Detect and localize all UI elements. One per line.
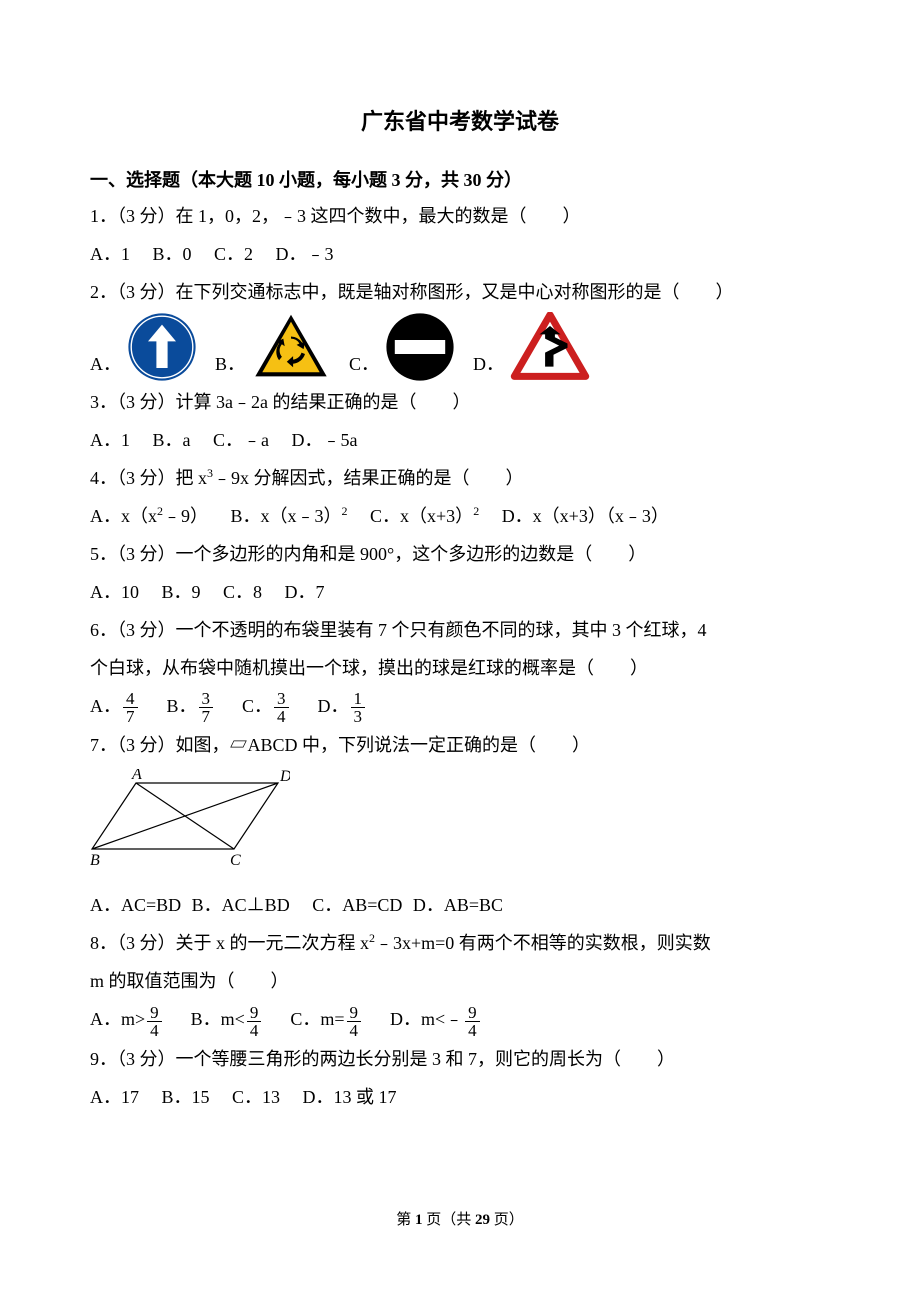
svg-text:C: C	[230, 852, 241, 869]
traffic-sign-arrow-icon	[127, 312, 197, 382]
question-3-options: A．1 B．a C．﹣a D．﹣5a	[90, 422, 830, 458]
traffic-sign-bar-icon	[385, 312, 455, 382]
question-4-options: A．x（x2﹣9） B．x（x﹣3）2 C．x（x+3）2 D．x（x+3）（x…	[90, 498, 830, 534]
question-9-options: A．17 B．15 C．13 D．13 或 17	[90, 1079, 830, 1115]
q3-opt-d: D．﹣5a	[292, 430, 358, 450]
q2-opt-a-label: A．	[90, 346, 121, 382]
q6-opt-b: B．37	[167, 696, 220, 716]
q3-opt-c: C．﹣a	[213, 430, 269, 450]
question-5-options: A．10 B．9 C．8 D．7	[90, 574, 830, 610]
traffic-sign-zigzag-icon	[510, 312, 590, 382]
q9-opt-c: C．13	[232, 1087, 280, 1107]
page-title: 广东省中考数学试卷	[90, 100, 830, 144]
question-8-line1: 8．（3 分）关于 x 的一元二次方程 x2﹣3x+m=0 有两个不相等的实数根…	[90, 925, 830, 961]
svg-text:A: A	[131, 769, 142, 783]
svg-text:D: D	[279, 769, 290, 785]
question-3: 3．（3 分）计算 3a﹣2a 的结果正确的是（ ）	[90, 384, 830, 420]
q8-opt-c: C．m=94	[290, 1009, 367, 1029]
svg-text:B: B	[90, 852, 100, 869]
q1-opt-c: C．2	[214, 244, 253, 264]
q3-opt-a: A．1	[90, 430, 130, 450]
q2-opt-b-label: B．	[215, 346, 245, 382]
q1-opt-b: B．0	[153, 244, 192, 264]
q4-opt-a: A．x（x2﹣9）	[90, 506, 208, 526]
q4-opt-c: C．x（x+3）2	[370, 506, 479, 526]
question-2-options: A． B． C． D．	[90, 312, 830, 382]
q4-opt-b: B．x（x﹣3）2	[231, 506, 348, 526]
parallelogram-figure: A B C D	[90, 769, 830, 881]
q9-opt-d: D．13 或 17	[303, 1087, 397, 1107]
q7-opt-b: B．AC⊥BD	[192, 895, 290, 915]
question-1-options: A．1 B．0 C．2 D．﹣3	[90, 236, 830, 272]
q3-opt-b: B．a	[153, 430, 191, 450]
q4-opt-d: D．x（x+3）（x﹣3）	[502, 506, 669, 526]
q1-opt-d: D．﹣3	[276, 244, 334, 264]
question-6-options: A．47 B．37 C．34 D．13	[90, 688, 830, 725]
traffic-sign-recycle-icon	[251, 312, 331, 382]
q8-opt-a: A．m>94	[90, 1009, 168, 1029]
q5-opt-b: B．9	[162, 582, 201, 602]
q5-opt-d: D．7	[285, 582, 325, 602]
page-footer: 第 1 页（共 29 页）	[90, 1205, 830, 1235]
q6-opt-c: C．34	[242, 696, 295, 716]
question-7: 7．（3 分）如图，▱ABCD 中，下列说法一定正确的是（ ）	[90, 727, 830, 763]
q8-opt-d: D．m<﹣94	[390, 1009, 482, 1029]
question-2: 2．（3 分）在下列交通标志中，既是轴对称图形，又是中心对称图形的是（ ）	[90, 274, 830, 310]
question-8-line2: m 的取值范围为（ ）	[90, 963, 830, 999]
q5-opt-a: A．10	[90, 582, 139, 602]
q8-opt-b: B．m<94	[191, 1009, 268, 1029]
question-4: 4．（3 分）把 x3﹣9x 分解因式，结果正确的是（ ）	[90, 460, 830, 496]
question-7-options: A．AC=BD B．AC⊥BD C．AB=CD D．AB=BC	[90, 887, 830, 923]
q6-opt-d: D．13	[318, 696, 368, 716]
q9-opt-b: B．15	[162, 1087, 210, 1107]
q2-opt-d-label: D．	[473, 346, 504, 382]
q9-opt-a: A．17	[90, 1087, 139, 1107]
q1-opt-a: A．1	[90, 244, 130, 264]
q6-opt-a: A．47	[90, 696, 144, 716]
question-1: 1．（3 分）在 1，0，2，﹣3 这四个数中，最大的数是（ ）	[90, 198, 830, 234]
q7-opt-a: A．AC=BD	[90, 895, 181, 915]
q7-opt-c: C．AB=CD	[312, 895, 402, 915]
question-6-line1: 6．（3 分）一个不透明的布袋里装有 7 个只有颜色不同的球，其中 3 个红球，…	[90, 612, 830, 648]
q2-opt-c-label: C．	[349, 346, 379, 382]
question-6-line2: 个白球，从布袋中随机摸出一个球，摸出的球是红球的概率是（ ）	[90, 650, 830, 686]
question-5: 5．（3 分）一个多边形的内角和是 900°，这个多边形的边数是（ ）	[90, 536, 830, 572]
question-8-options: A．m>94 B．m<94 C．m=94 D．m<﹣94	[90, 1001, 830, 1038]
section-header: 一、选择题（本大题 10 小题，每小题 3 分，共 30 分）	[90, 162, 830, 198]
q7-opt-d: D．AB=BC	[413, 895, 503, 915]
question-9: 9．（3 分）一个等腰三角形的两边长分别是 3 和 7，则它的周长为（ ）	[90, 1041, 830, 1077]
q5-opt-c: C．8	[223, 582, 262, 602]
